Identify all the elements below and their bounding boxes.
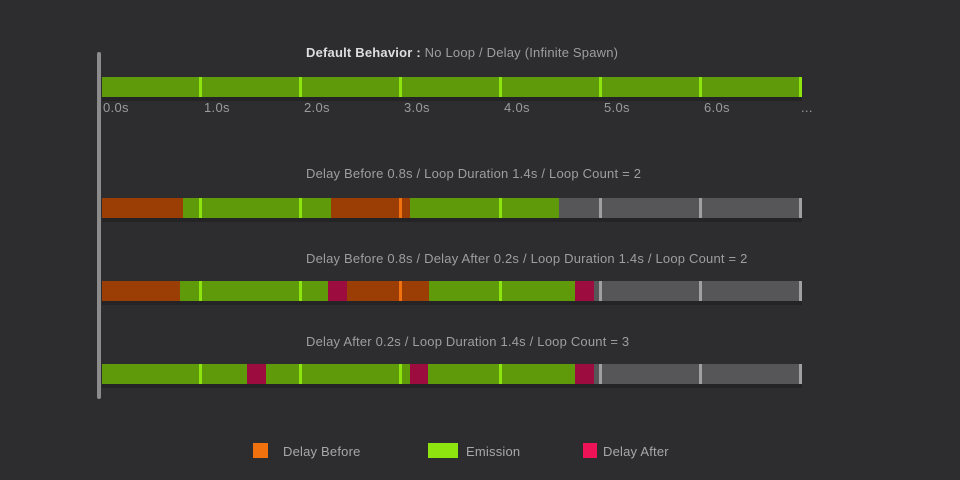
time-axis-label: 2.0s [304,100,330,115]
segment-delay-before [102,198,183,218]
timeline-bar [102,77,802,97]
segment-delay-after [575,364,594,384]
timeline-bar [102,364,802,384]
segment-delay-before [331,198,410,218]
segment-delay-after [410,364,428,384]
tick-mark [399,281,402,301]
tick-mark [299,77,302,97]
segment-emission [266,364,410,384]
time-axis-label: 1.0s [204,100,230,115]
row-title-bold: Default Behavior : [306,45,425,60]
segment-delay-before [102,281,180,301]
segment-inactive [559,198,802,218]
tick-mark [699,364,702,384]
tick-mark [799,281,802,301]
tick-mark [499,198,502,218]
time-axis-label: 5.0s [604,100,630,115]
tick-mark [699,281,702,301]
time-axis-label: 4.0s [504,100,530,115]
tick-mark [699,77,702,97]
tick-mark [299,364,302,384]
tick-mark [299,281,302,301]
tick-mark [199,77,202,97]
tick-mark [499,77,502,97]
time-axis-label: 3.0s [404,100,430,115]
row-title: Delay After 0.2s / Loop Duration 1.4s / … [306,335,629,349]
time-axis-line [97,52,101,399]
row-title-text: No Loop / Delay (Infinite Spawn) [424,45,619,60]
tick-mark [599,198,602,218]
tick-mark [599,364,602,384]
row-title-text: Delay Before 0.8s / Delay After 0.2s / L… [306,251,748,266]
tick-mark [199,198,202,218]
legend-swatch-delay-before [253,443,268,458]
row-title: Delay Before 0.8s / Delay After 0.2s / L… [306,252,748,266]
segment-delay-before [347,281,429,301]
segment-emission [410,198,559,218]
row-title-text: Delay Before 0.8s / Loop Duration 1.4s /… [306,166,642,181]
segment-delay-after [575,281,594,301]
tick-mark [199,281,202,301]
legend-label-delay-before: Delay Before [283,444,361,459]
legend-swatch-emission [428,443,458,458]
time-axis-overflow-label: ... [801,100,813,115]
row-title-text: Delay After 0.2s / Loop Duration 1.4s / … [306,334,630,349]
segment-inactive [594,364,802,384]
row-title: Default Behavior : No Loop / Delay (Infi… [306,46,618,60]
legend-label-delay-after: Delay After [603,444,669,459]
row-title: Delay Before 0.8s / Loop Duration 1.4s /… [306,167,641,181]
segment-emission [429,281,575,301]
timeline-bar [102,198,802,218]
segment-emission [102,77,802,97]
segment-emission [102,364,247,384]
tick-mark [599,281,602,301]
segment-delay-after [328,281,347,301]
tick-mark [499,281,502,301]
legend-label-emission: Emission [466,444,521,459]
tick-mark [199,364,202,384]
tick-mark [299,198,302,218]
tick-mark [399,198,402,218]
segment-emission [183,198,331,218]
tick-mark [799,77,802,97]
time-axis-label: 6.0s [704,100,730,115]
legend-swatch-delay-after [583,443,597,458]
tick-mark [399,77,402,97]
tick-mark [499,364,502,384]
tick-mark [799,364,802,384]
tick-mark [599,77,602,97]
tick-mark [799,198,802,218]
segment-inactive [594,281,802,301]
tick-mark [699,198,702,218]
tick-mark [399,364,402,384]
timeline-bar [102,281,802,301]
segment-delay-after [247,364,266,384]
time-axis-label: 0.0s [103,100,129,115]
segment-emission [180,281,328,301]
